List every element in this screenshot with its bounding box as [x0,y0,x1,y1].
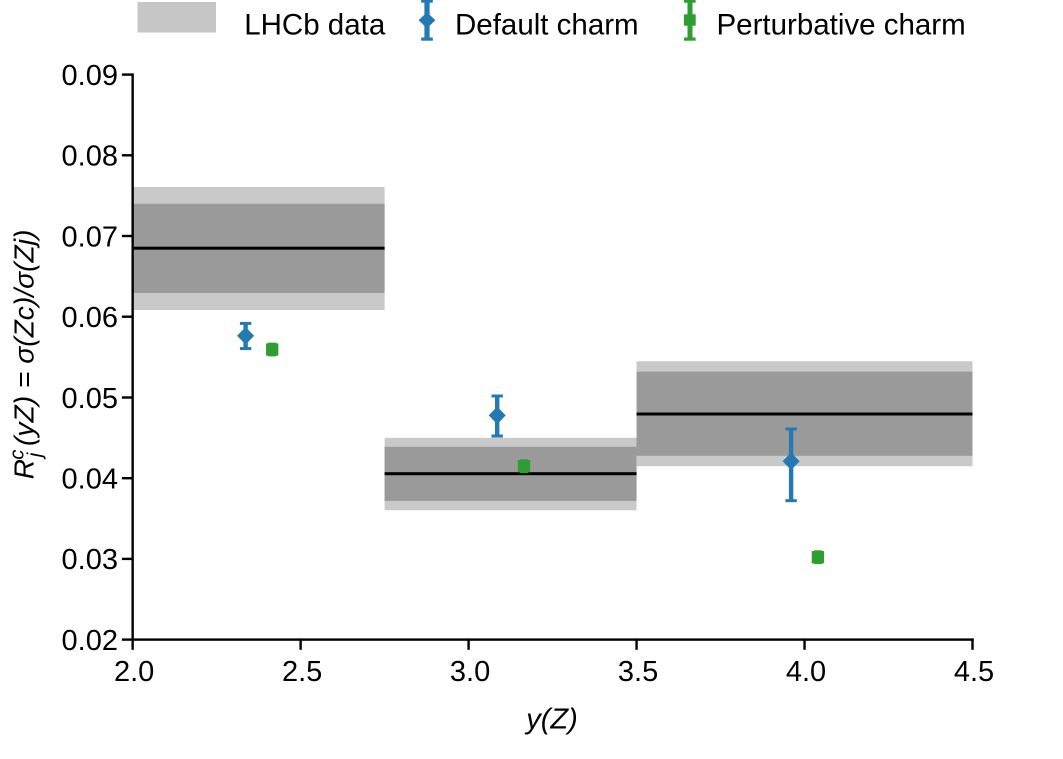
svg-text:0.06: 0.06 [62,302,118,334]
svg-text:j: j [25,452,47,460]
svg-text:2.5: 2.5 [282,656,322,688]
svg-text:0.08: 0.08 [62,141,118,173]
svg-text:3.5: 3.5 [618,656,658,688]
svg-text:Default charm: Default charm [455,9,639,42]
svg-text:0.09: 0.09 [62,60,118,92]
svg-text:Perturbative charm: Perturbative charm [717,9,966,42]
svg-text:y(Z): y(Z) [524,704,578,736]
svg-text:R: R [9,459,40,479]
svg-text:(yZ) = σ(Zc)/σ(Zj): (yZ) = σ(Zc)/σ(Zj) [8,230,40,446]
svg-text:c: c [7,449,29,459]
svg-text:0.07: 0.07 [62,221,118,253]
svg-text:0.04: 0.04 [62,464,118,496]
svg-text:3.0: 3.0 [450,656,490,688]
svg-text:4.0: 4.0 [786,656,826,688]
svg-text:LHCb data: LHCb data [244,9,386,42]
svg-text:2.0: 2.0 [114,656,154,688]
svg-text:0.05: 0.05 [62,383,118,415]
svg-text:0.02: 0.02 [62,625,118,657]
svg-text:4.5: 4.5 [954,656,994,688]
svg-text:0.03: 0.03 [62,544,118,576]
